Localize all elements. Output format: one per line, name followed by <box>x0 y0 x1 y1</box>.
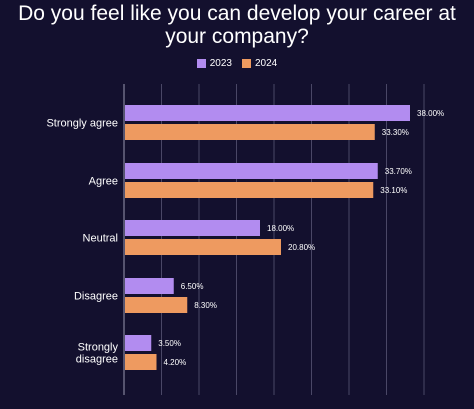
data-label-2023: 6.50% <box>181 282 204 291</box>
data-label-2024: 33.10% <box>380 186 407 195</box>
data-label-2023: 33.70% <box>385 167 412 176</box>
data-label-2024: 20.80% <box>288 243 315 252</box>
bar-2024 <box>125 239 281 255</box>
category-label: Strongly agree <box>46 118 118 130</box>
bar-2024 <box>125 354 157 370</box>
category-label: Neutral <box>83 233 118 245</box>
category-label: Agree <box>89 176 118 188</box>
chart-legend: 2023 2024 <box>0 58 474 69</box>
legend-label-2024: 2024 <box>255 58 278 69</box>
bar-2024 <box>125 182 374 198</box>
data-label-2023: 38.00% <box>417 109 444 118</box>
data-label-2023: 3.50% <box>158 339 181 348</box>
legend-label-2023: 2023 <box>209 58 232 69</box>
legend-swatch-2024 <box>242 59 251 68</box>
category-label-line: Strongly agree <box>46 118 118 130</box>
category-label-line: Agree <box>89 176 118 188</box>
chart-title-line-1: Do you feel like you can develop your ca… <box>18 2 456 25</box>
data-label-2024: 4.20% <box>164 358 187 367</box>
bar-2024 <box>125 124 375 140</box>
legend-item-2024[interactable]: 2024 <box>242 58 277 69</box>
legend-item-2023[interactable]: 2023 <box>196 58 232 69</box>
bar-2023 <box>125 163 378 179</box>
bar-2023 <box>125 220 260 236</box>
category-label: Strongly disagree <box>76 342 119 366</box>
category-label-line: Neutral <box>83 233 118 245</box>
bar-2023 <box>125 105 410 121</box>
category-label-line: disagree <box>76 354 118 366</box>
data-label-2023: 18.00% <box>267 224 294 233</box>
legend-swatch-2023 <box>196 59 206 68</box>
data-label-2024: 8.30% <box>194 301 217 310</box>
category-label-line: Disagree <box>74 291 118 303</box>
data-label-2024: 33.30% <box>382 128 409 137</box>
category-label-line: Strongly <box>78 342 119 354</box>
chart-title-line-2: your company? <box>165 25 309 48</box>
bar-2023 <box>125 335 152 351</box>
bar-2024 <box>125 297 188 313</box>
category-label: Disagree <box>74 291 118 303</box>
bar-2023 <box>125 278 174 294</box>
